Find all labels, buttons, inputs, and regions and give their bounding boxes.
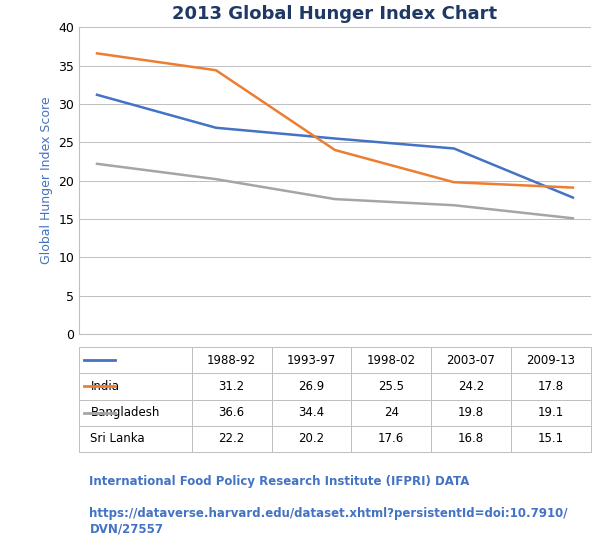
Title: 2013 Global Hunger Index Chart: 2013 Global Hunger Index Chart xyxy=(172,5,498,23)
Y-axis label: Global Hunger Index Score: Global Hunger Index Score xyxy=(40,97,53,264)
Text: International Food Policy Research Institute (IFPRI) DATA: International Food Policy Research Insti… xyxy=(90,476,470,489)
Text: https://dataverse.harvard.edu/dataset.xhtml?persistentId=doi:10.7910/
DVN/27557: https://dataverse.harvard.edu/dataset.xh… xyxy=(90,507,568,535)
